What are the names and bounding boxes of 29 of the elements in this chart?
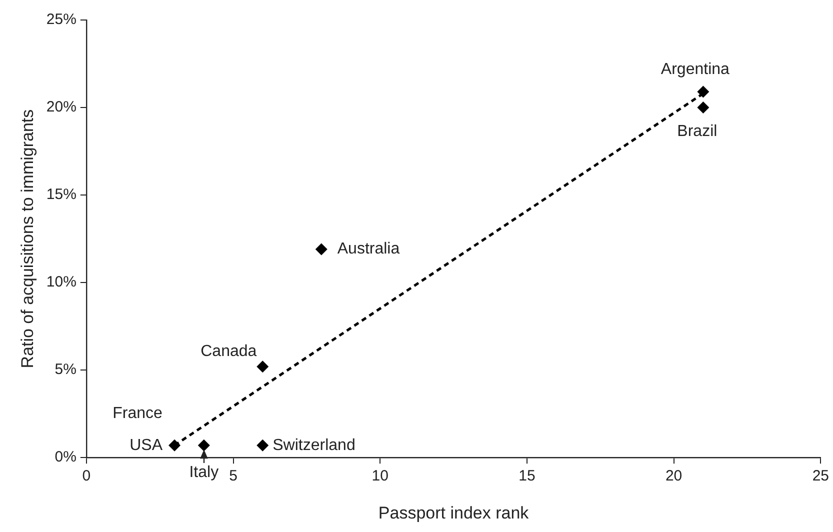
point <box>697 86 710 98</box>
annotation: Argentina <box>660 61 730 78</box>
y-tick-label: 20% <box>46 98 76 116</box>
y-tick-label: 10% <box>46 274 76 291</box>
x-tick-label: 5 <box>229 468 238 485</box>
annotation: USA <box>130 436 163 454</box>
y-tick-label: 25% <box>46 11 76 28</box>
annotation: Switzerland <box>272 436 356 454</box>
y-tick-label: 5% <box>54 361 76 378</box>
y-tick-label: 15% <box>46 186 76 204</box>
point <box>256 360 269 373</box>
x-tick-label: 0 <box>82 468 91 485</box>
annotation: Australia <box>337 240 400 258</box>
x-tick-label: 15 <box>518 468 536 485</box>
annotation: Canada <box>200 342 257 360</box>
point <box>697 102 710 114</box>
annotation: Brazil <box>677 122 718 140</box>
point <box>198 439 210 452</box>
point <box>315 243 328 256</box>
x-tick-label: 10 <box>372 468 388 485</box>
annotation: France <box>112 404 163 422</box>
x-tick-label: 25 <box>812 468 829 485</box>
point <box>168 439 181 452</box>
point <box>256 439 269 452</box>
x-axis-title: Passport index rank <box>378 503 530 522</box>
annotation: Italy <box>189 464 219 481</box>
x-tick-label: 20 <box>665 468 682 485</box>
y-axis-title: Ratio of acquisitions to immigrants <box>18 109 37 368</box>
y-tick-label: 0% <box>54 448 76 466</box>
